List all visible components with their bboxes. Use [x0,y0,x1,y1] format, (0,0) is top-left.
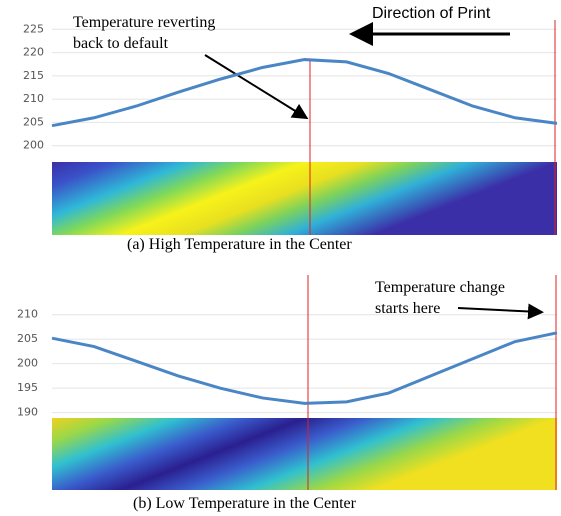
y-tick-label: 205 [23,115,44,128]
y-tick-label: 215 [23,69,44,82]
y-tick-label: 210 [23,92,44,105]
y-tick-label: 200 [23,139,44,152]
y-tick-label: 205 [17,332,38,345]
annotation: Direction of Print [372,5,491,22]
y-tick-label: 200 [17,357,38,370]
annotation: Temperature reverting [73,14,215,31]
y-tick-label: 195 [17,381,38,394]
y-tick-label: 220 [23,46,44,59]
y-tick-label: 225 [23,22,44,35]
figure: Temperature reverting back to default Di… [0,0,561,516]
annotation: starts here [375,300,440,317]
y-tick-label: 210 [17,308,38,321]
annotation: back to default [73,35,169,52]
annotation: Temperature change [375,279,505,296]
heatmap-image [52,418,557,490]
caption: (a) High Temperature in the Center [127,236,352,253]
y-tick-label: 190 [17,406,38,419]
arrow [205,55,305,117]
arrow [458,308,540,312]
data-line [52,333,557,404]
caption: (b) Low Temperature in the Center [133,495,357,512]
heatmap-image [52,162,557,235]
